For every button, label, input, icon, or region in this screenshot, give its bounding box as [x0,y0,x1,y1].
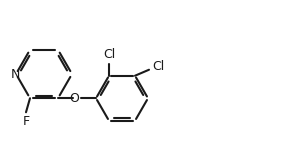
Text: O: O [69,92,79,105]
Text: F: F [22,115,30,128]
Text: Cl: Cl [103,48,115,61]
Text: Cl: Cl [152,60,164,73]
Text: N: N [10,67,20,81]
